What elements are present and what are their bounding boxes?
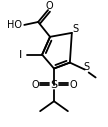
Text: S: S: [84, 62, 90, 72]
Text: HO: HO: [7, 20, 22, 30]
Text: S: S: [73, 24, 79, 34]
Text: O: O: [45, 1, 53, 11]
Text: I: I: [19, 50, 22, 60]
Text: O: O: [69, 80, 77, 90]
Text: S: S: [50, 80, 58, 90]
Text: O: O: [31, 80, 39, 90]
